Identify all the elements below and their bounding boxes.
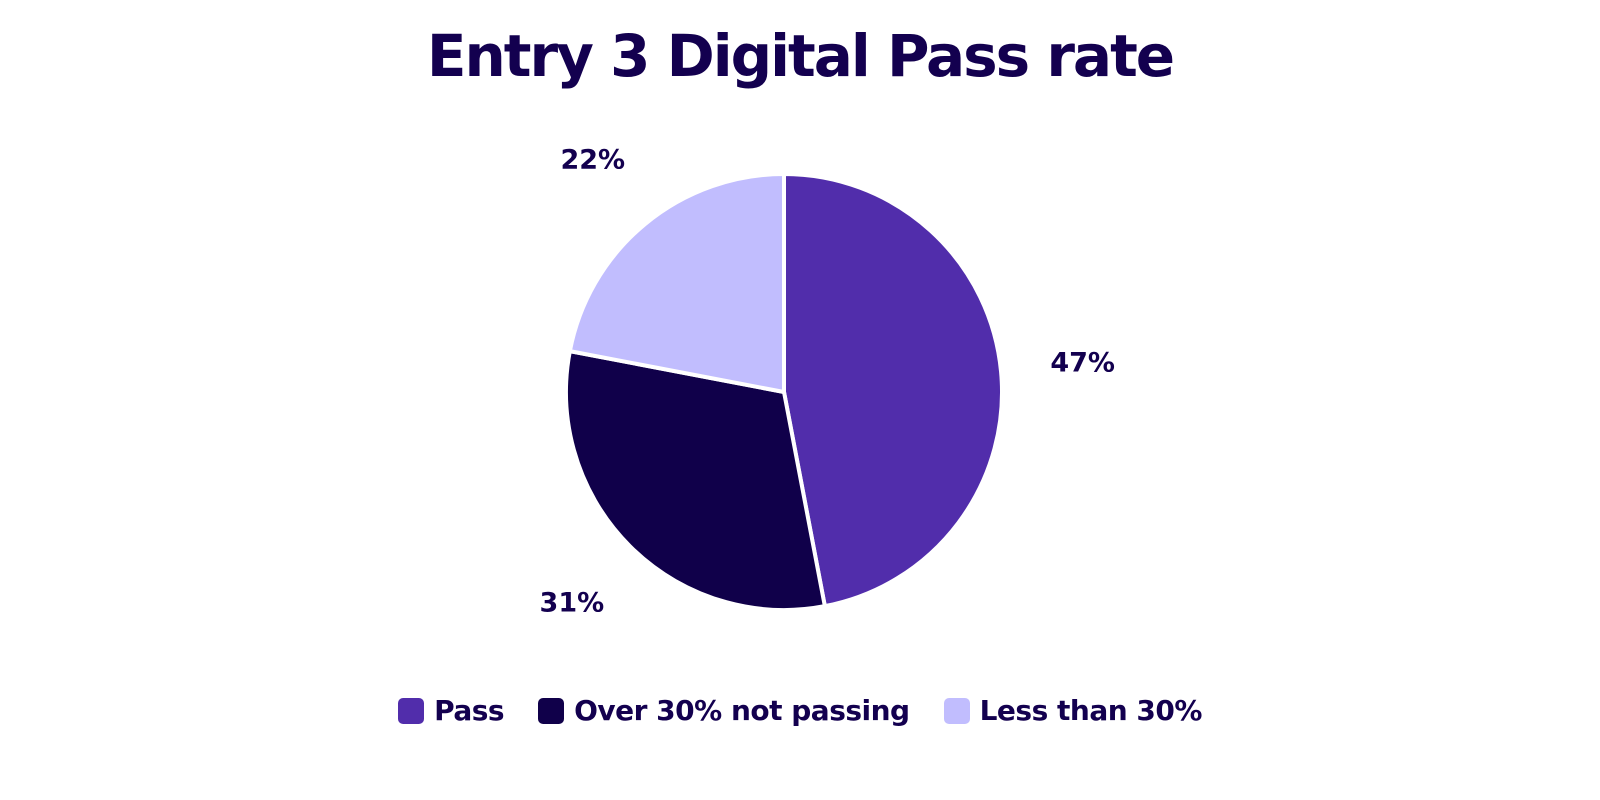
pie-chart: 47% 31% 22% xyxy=(540,144,1115,618)
legend-item-less-than-30: Less than 30% xyxy=(943,694,1203,727)
data-label-over-30-not-passing: 31% xyxy=(540,588,605,619)
legend-swatch xyxy=(398,697,425,724)
data-label-pass: 47% xyxy=(1050,347,1115,378)
chart-legend: Pass Over 30% not passing Less than 30% xyxy=(0,694,1600,727)
pie-slice-over-30-not-passing xyxy=(564,349,827,612)
legend-item-over-30-not-passing: Over 30% not passing xyxy=(538,694,910,727)
legend-swatch xyxy=(538,697,565,724)
pie-slice-pass xyxy=(782,172,1004,609)
data-label-less-than-30: 22% xyxy=(560,144,625,175)
pie-data-labels: 47% 31% 22% xyxy=(540,144,1115,618)
legend-item-pass: Pass xyxy=(398,694,505,727)
legend-label: Over 30% not passing xyxy=(574,694,910,727)
legend-label: Less than 30% xyxy=(979,694,1203,727)
legend-label: Pass xyxy=(434,694,505,727)
pie-slice-less-than-30 xyxy=(567,172,786,394)
chart-title: Entry 3 Digital Pass rate xyxy=(426,22,1175,90)
pie-slices xyxy=(564,172,1004,612)
legend-swatch xyxy=(943,697,970,724)
